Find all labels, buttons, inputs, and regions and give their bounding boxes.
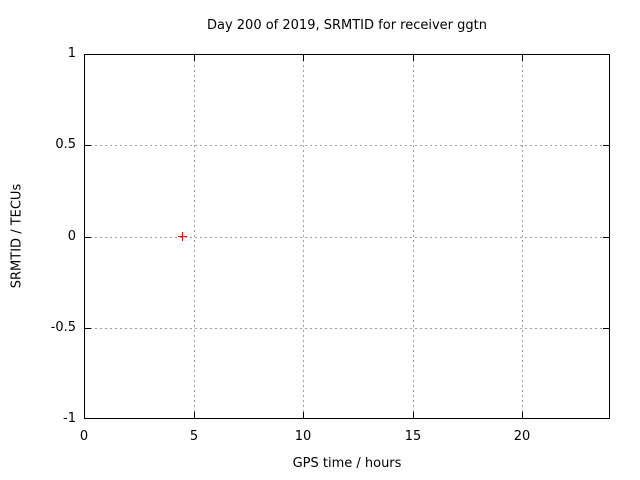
data-point-marker — [178, 232, 188, 241]
x-tick-mark-bottom — [413, 412, 414, 418]
y-tick-label: 0.5 — [55, 137, 76, 152]
x-tick-mark-bottom — [303, 412, 304, 418]
y-tick-mark-right — [603, 328, 609, 329]
x-gridline — [413, 55, 414, 418]
y-tick-label: -0.5 — [50, 320, 76, 335]
y-gridline — [85, 237, 609, 238]
y-tick-mark-left — [85, 328, 91, 329]
x-axis-title: GPS time / hours — [292, 456, 402, 471]
x-tick-mark-bottom — [194, 412, 195, 418]
plot-area — [84, 54, 610, 419]
y-gridline — [85, 145, 609, 146]
x-tick-label: 10 — [294, 429, 312, 444]
x-gridline — [303, 55, 304, 418]
x-tick-label: 20 — [513, 429, 531, 444]
y-tick-mark-left — [85, 237, 91, 238]
x-tick-mark-top — [194, 55, 195, 61]
y-tick-label: 0 — [67, 229, 76, 244]
y-tick-mark-right — [603, 145, 609, 146]
x-gridline — [194, 55, 195, 418]
x-tick-label: 15 — [404, 429, 422, 444]
chart-title: Day 200 of 2019, SRMTID for receiver ggt… — [206, 18, 487, 33]
y-gridline — [85, 328, 609, 329]
x-gridline — [522, 55, 523, 418]
y-tick-label: 1 — [67, 46, 76, 61]
x-tick-mark-top — [522, 55, 523, 61]
x-tick-mark-bottom — [522, 412, 523, 418]
y-tick-label: -1 — [63, 411, 76, 426]
x-tick-mark-top — [303, 55, 304, 61]
y-tick-mark-left — [85, 145, 91, 146]
y-tick-mark-right — [603, 237, 609, 238]
x-tick-label: 0 — [79, 429, 89, 444]
x-tick-label: 5 — [189, 429, 199, 444]
x-tick-mark-top — [413, 55, 414, 61]
